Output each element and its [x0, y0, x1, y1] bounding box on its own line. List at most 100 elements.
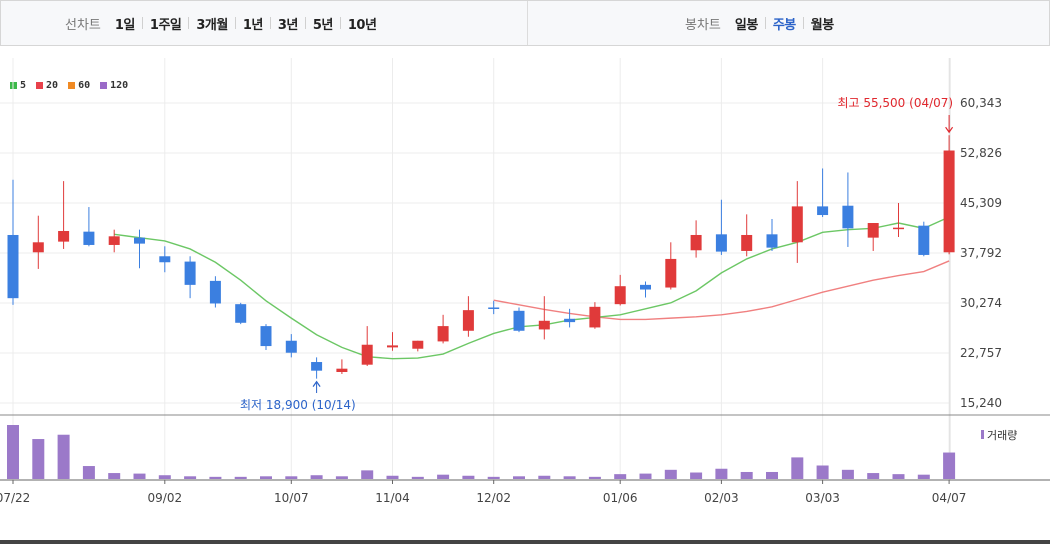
candle-up[interactable] [32, 242, 44, 253]
volume-bar[interactable] [892, 474, 905, 479]
period-1d-button[interactable]: 1일 [114, 17, 136, 33]
candle-down[interactable] [311, 362, 323, 371]
volume-bar[interactable] [538, 475, 551, 479]
volume-bar[interactable] [260, 476, 272, 479]
candle-down[interactable] [83, 231, 95, 245]
volume-bar[interactable] [57, 434, 70, 479]
legend-label: 120 [110, 80, 129, 91]
volume-bar[interactable] [690, 472, 703, 479]
volume-bar[interactable] [841, 469, 854, 479]
volume-bar[interactable] [639, 473, 652, 479]
volume-bar[interactable] [209, 476, 222, 479]
candle-up[interactable] [336, 368, 348, 373]
candle-down[interactable] [715, 234, 727, 252]
candle-up[interactable] [665, 258, 677, 288]
candle-chart-label: 봉차트 [685, 17, 721, 33]
volume-bar[interactable] [513, 476, 525, 479]
candle-monthly-button[interactable]: 월봉 [810, 17, 834, 33]
candle-down[interactable] [159, 256, 171, 263]
candle-up[interactable] [893, 227, 904, 230]
volume-bar[interactable] [285, 476, 298, 479]
candle-up[interactable] [791, 206, 803, 243]
candle-down[interactable] [285, 340, 297, 353]
candle-down[interactable] [513, 310, 525, 331]
period-3m-button[interactable]: 3개월 [196, 17, 228, 33]
volume-bar[interactable] [335, 476, 348, 479]
candle-down[interactable] [564, 318, 576, 323]
legend-ma120[interactable]: 120 [100, 80, 128, 91]
candle-down[interactable] [184, 261, 196, 285]
candle-down[interactable] [260, 326, 272, 347]
candle-down[interactable] [766, 234, 778, 248]
candle-up[interactable] [412, 340, 424, 349]
candle-up[interactable] [614, 286, 626, 305]
volume-bar[interactable] [462, 475, 475, 479]
volume-bar[interactable] [310, 475, 323, 479]
volume-bar[interactable] [133, 473, 146, 479]
candle-down[interactable] [7, 234, 19, 299]
candle-up[interactable] [108, 236, 120, 245]
legend-swatch [36, 82, 44, 89]
volume-bar[interactable] [766, 471, 778, 479]
candle-up[interactable] [58, 230, 70, 242]
volume-bar[interactable] [361, 470, 374, 479]
candle-up[interactable] [387, 345, 398, 348]
separator [304, 17, 306, 29]
candle-down[interactable] [918, 225, 930, 255]
volume-bar[interactable] [563, 476, 576, 479]
volume-bar[interactable] [82, 466, 95, 479]
volume-bar[interactable] [32, 439, 45, 479]
legend-ma20[interactable]: 20 [36, 80, 58, 91]
candle-down[interactable] [842, 205, 854, 229]
candle-weekly-button[interactable]: 주봉 [772, 17, 796, 33]
candle-up[interactable] [741, 234, 753, 251]
volume-bar[interactable] [943, 452, 956, 479]
volume-bar[interactable] [715, 468, 728, 479]
separator [764, 17, 766, 29]
candle-down[interactable] [488, 307, 500, 309]
legend-label: 20 [46, 80, 59, 91]
candle-daily-button[interactable]: 일봉 [734, 17, 758, 33]
candle-up[interactable] [943, 150, 955, 253]
candle-up[interactable] [589, 306, 601, 328]
candle-down[interactable] [209, 280, 221, 304]
volume-bar[interactable] [386, 475, 399, 479]
candle-down[interactable] [134, 237, 145, 244]
volume-bar[interactable] [411, 476, 424, 479]
volume-bar[interactable] [588, 476, 601, 479]
volume-bar[interactable] [917, 474, 930, 479]
volume-bar[interactable] [867, 473, 880, 479]
separator [802, 17, 804, 29]
volume-bar[interactable] [234, 476, 247, 479]
volume-bar[interactable] [816, 465, 829, 480]
volume-bar[interactable] [158, 475, 171, 479]
candle-up[interactable] [538, 320, 550, 330]
legend-ma60[interactable]: 60 [68, 80, 90, 91]
period-5y-button[interactable]: 5년 [312, 17, 334, 33]
volume-bar[interactable] [487, 476, 500, 479]
y-tick-label: 45,309 [960, 196, 1002, 210]
volume-bar[interactable] [791, 457, 804, 479]
volume-bar[interactable] [614, 474, 627, 479]
volume-bar[interactable] [664, 469, 677, 479]
period-3y-button[interactable]: 3년 [277, 17, 299, 33]
volume-bar[interactable] [740, 471, 753, 479]
candle-down[interactable] [817, 206, 829, 216]
period-1y-button[interactable]: 1년 [242, 17, 264, 33]
period-10y-button[interactable]: 10년 [347, 17, 377, 33]
ma5-line [114, 216, 950, 360]
candle-up[interactable] [867, 223, 879, 238]
volume-bar[interactable] [108, 473, 121, 479]
candle-up[interactable] [690, 234, 702, 251]
candle-down[interactable] [640, 284, 651, 290]
period-1w-button[interactable]: 1주일 [149, 17, 182, 33]
volume-bar[interactable] [184, 476, 197, 479]
volume-bar[interactable] [437, 474, 450, 479]
legend-label: 60 [78, 80, 91, 91]
candle-up[interactable] [361, 344, 373, 365]
candle-up[interactable] [462, 310, 474, 331]
candle-down[interactable] [235, 304, 247, 323]
candle-up[interactable] [437, 326, 449, 342]
volume-bar[interactable] [7, 425, 19, 479]
